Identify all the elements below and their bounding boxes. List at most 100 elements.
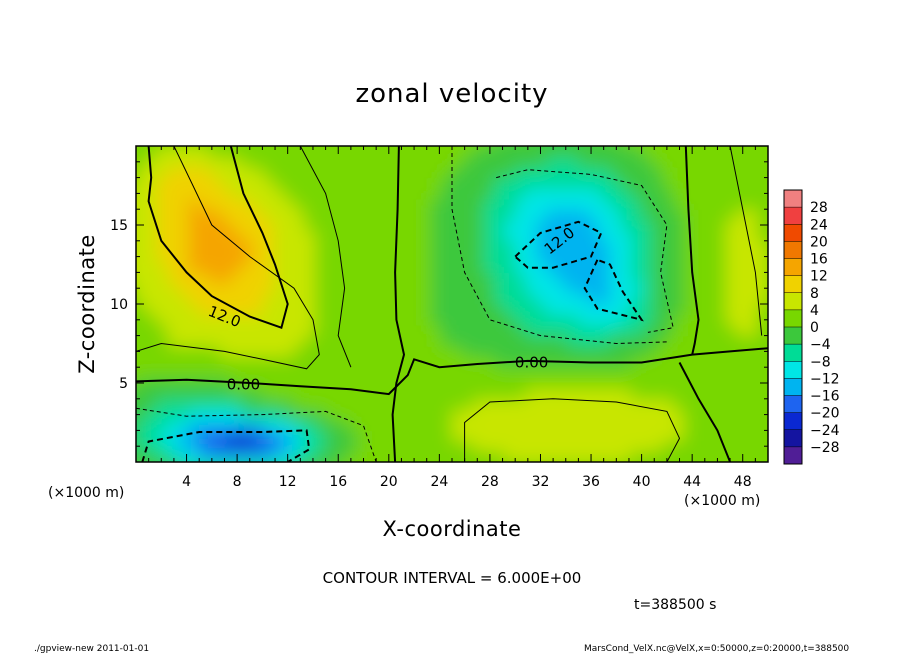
field-cell (525, 356, 537, 368)
field-cell (209, 440, 221, 453)
field-cell (494, 219, 506, 231)
field-cell (546, 293, 558, 305)
field-cell (136, 261, 137, 273)
field-cell (515, 440, 527, 453)
field-cell (357, 209, 369, 221)
field-cell (546, 304, 558, 316)
field-cell (241, 261, 253, 273)
field-cell (504, 377, 516, 389)
field-cell (452, 156, 464, 168)
field-cell (294, 282, 306, 295)
field-cell (494, 367, 506, 379)
field-cell (262, 325, 274, 337)
field-cell (610, 198, 622, 210)
field-cell (157, 188, 169, 200)
field-cell (610, 146, 622, 147)
field-cell (157, 430, 169, 442)
field-cell (641, 230, 653, 242)
field-cell (515, 261, 527, 273)
field-cell (536, 125, 547, 136)
field-cell (325, 314, 337, 326)
field-cell (399, 125, 410, 136)
field-cell (652, 293, 664, 305)
field-cell (652, 219, 664, 231)
field-cell (441, 209, 453, 221)
field-cell (683, 398, 695, 410)
field-cell (136, 188, 148, 200)
field-cell (294, 156, 306, 168)
field-cell (399, 219, 411, 231)
field-cell (483, 430, 495, 442)
field-cell (652, 177, 664, 189)
field-cell (378, 198, 390, 210)
field-cell (525, 209, 537, 221)
field-cell (736, 335, 748, 347)
field-cell (662, 167, 674, 179)
field-cell (262, 146, 274, 158)
field-cell (504, 440, 516, 453)
field-cell (557, 167, 569, 179)
field-cell (504, 304, 516, 316)
field-cell (683, 304, 695, 316)
field-cell (620, 219, 632, 231)
field-cell (536, 209, 548, 221)
field-cell (251, 251, 263, 263)
field-cell (641, 325, 653, 337)
field-cell (115, 251, 126, 262)
field-cell (188, 430, 200, 442)
field-cell (115, 125, 126, 136)
colorbar-label: 24 (810, 217, 828, 233)
field-cell (304, 451, 316, 462)
field-cell (757, 209, 768, 221)
field-cell (367, 419, 379, 431)
field-cell (115, 451, 126, 462)
field-cell (515, 293, 527, 305)
field-cell (399, 409, 411, 421)
field-cell (115, 336, 126, 347)
field-cell (146, 251, 158, 263)
field-cell (757, 167, 768, 179)
x-tick-label: 28 (481, 474, 499, 490)
field-cell (346, 209, 358, 221)
field-cell (315, 398, 327, 410)
field-cell (315, 377, 327, 389)
field-cell (715, 146, 727, 158)
field-cell (536, 304, 548, 316)
field-cell (567, 188, 579, 200)
field-cell (610, 156, 622, 168)
field-cell (357, 335, 369, 347)
field-cell (620, 240, 632, 252)
colorbar-swatch (784, 344, 802, 362)
field-cell (662, 240, 674, 252)
field-cell (484, 125, 495, 136)
field-cell (409, 272, 421, 284)
field-cell (430, 240, 443, 252)
field-cell (452, 282, 464, 295)
field-cell (599, 293, 611, 305)
field-cell (620, 251, 632, 263)
field-cell (694, 430, 706, 442)
field-cell (536, 188, 548, 200)
field-cell (188, 419, 200, 431)
field-cell (388, 209, 400, 221)
field-cell (388, 377, 400, 389)
field-cell (620, 230, 632, 242)
field-cell (441, 146, 453, 158)
field-cell (115, 441, 126, 452)
field-cell (746, 409, 759, 421)
field-cell (746, 314, 759, 326)
field-cell (209, 356, 221, 368)
field-cell (367, 409, 379, 421)
field-cell (536, 261, 548, 273)
field-cell (631, 293, 643, 305)
field-cell (599, 473, 610, 484)
field-cell (494, 440, 506, 453)
field-cell (483, 388, 495, 400)
field-cell (546, 156, 558, 168)
field-cell (641, 314, 653, 326)
field-cell (199, 367, 211, 379)
field-cell (505, 125, 516, 136)
field-cell (631, 272, 643, 284)
field-cell (409, 293, 421, 305)
